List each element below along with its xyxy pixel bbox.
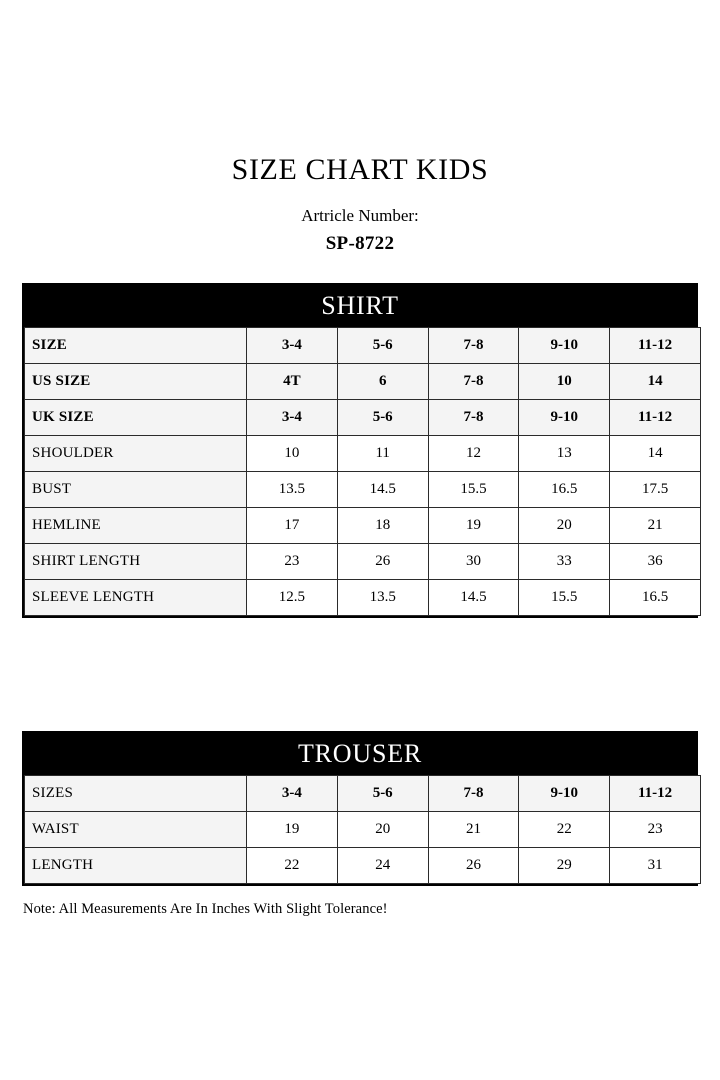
row-value: 17 [246,507,338,544]
row-value: 15.5 [518,579,611,616]
row-value: 13 [518,435,611,472]
row-value: 7-8 [427,775,520,812]
row-value: 16.5 [518,471,611,508]
row-value: 10 [246,435,338,472]
row-value: 29 [518,847,611,884]
row-value: 3-4 [246,775,338,812]
row-value: 20 [336,811,429,848]
table-row: SIZES 3-4 5-6 7-8 9-10 11-12 [24,775,701,812]
row-value: 22 [246,847,338,884]
article-number-label: Artricle Number: [301,206,419,225]
row-label: LENGTH [24,847,247,884]
row-value: 3-4 [246,327,338,364]
shirt-size-table: SHIRT SIZE 3-4 5-6 7-8 9-10 11-12 US SIZE 4T 6 7-… [22,283,701,618]
row-value: 7-8 [427,363,520,400]
article-number-value: SP-8722 [325,233,395,254]
row-value: 18 [336,507,429,544]
row-value: 26 [336,543,429,580]
page-title: SIZE CHART KIDS [231,153,489,186]
row-label: HEMLINE [24,507,247,544]
row-label: SHOULDER [24,435,247,472]
row-value: 4T [246,363,338,400]
row-value: 26 [427,847,520,884]
table-row: SHIRT LENGTH 23 26 30 33 36 [24,543,701,580]
row-value: 14.5 [336,471,429,508]
row-label: WAIST [24,811,247,848]
row-value: 9-10 [518,327,611,364]
trouser-size-table: TROUSER SIZES 3-4 5-6 7-8 9-10 11-12 WAIST 19 20… [22,731,701,886]
table-row: SLEEVE LENGTH 12.5 13.5 14.5 15.5 16.5 [24,579,701,616]
row-value: 12.5 [246,579,338,616]
shirt-table-grid: SIZE 3-4 5-6 7-8 9-10 11-12 US SIZE 4T 6 7-8 10 14 U… [24,327,701,616]
row-value: 21 [609,507,701,544]
row-label: BUST [24,471,247,508]
document-header: SIZE CHART KIDS Artricle Number: SP-8722 [0,152,720,256]
shirt-table-banner: SHIRT [24,285,696,327]
row-value: 31 [609,847,701,884]
row-value: 20 [518,507,611,544]
table-row: SIZE 3-4 5-6 7-8 9-10 11-12 [24,327,701,364]
table-row: SHOULDER 10 11 12 13 14 [24,435,701,472]
table-row: US SIZE 4T 6 7-8 10 14 [24,363,701,400]
row-value: 5-6 [336,399,429,436]
row-value: 9-10 [518,399,611,436]
row-value: 9-10 [518,775,611,812]
table-row: LENGTH 22 24 26 29 31 [24,847,701,884]
row-value: 7-8 [427,327,520,364]
row-value: 30 [427,543,520,580]
row-value: 23 [246,543,338,580]
row-value: 11-12 [609,775,701,812]
row-value: 10 [518,363,611,400]
row-label: UK SIZE [24,399,247,436]
row-value: 11 [336,435,429,472]
row-label: SHIRT LENGTH [24,543,247,580]
row-label: US SIZE [24,363,247,400]
trouser-table-grid: SIZES 3-4 5-6 7-8 9-10 11-12 WAIST 19 20 21 22 23 LE… [24,775,701,884]
row-value: 33 [518,543,611,580]
row-value: 11-12 [609,399,701,436]
row-value: 16.5 [609,579,701,616]
table-row: WAIST 19 20 21 22 23 [24,811,701,848]
row-value: 5-6 [336,775,429,812]
row-label: SIZES [24,775,247,812]
row-value: 12 [427,435,520,472]
row-value: 21 [427,811,520,848]
row-value: 14 [609,435,701,472]
table-row: BUST 13.5 14.5 15.5 16.5 17.5 [24,471,701,508]
row-value: 23 [609,811,701,848]
row-value: 5-6 [336,327,429,364]
row-value: 17.5 [609,471,701,508]
row-value: 7-8 [427,399,520,436]
table-row: UK SIZE 3-4 5-6 7-8 9-10 11-12 [24,399,701,436]
row-value: 22 [518,811,611,848]
row-value: 13.5 [336,579,429,616]
row-value: 13.5 [246,471,338,508]
table-row: HEMLINE 17 18 19 20 21 [24,507,701,544]
trouser-table-body: SIZES 3-4 5-6 7-8 9-10 11-12 WAIST 19 20 21 22 23 LE… [24,775,701,884]
row-value: 3-4 [246,399,338,436]
row-value: 11-12 [609,327,701,364]
row-label: SLEEVE LENGTH [24,579,247,616]
row-value: 36 [609,543,701,580]
row-label: SIZE [24,327,247,364]
row-value: 19 [427,507,520,544]
row-value: 15.5 [427,471,520,508]
trouser-table-banner: TROUSER [24,733,696,775]
row-value: 19 [246,811,338,848]
row-value: 6 [336,363,429,400]
row-value: 24 [336,847,429,884]
row-value: 14.5 [427,579,520,616]
shirt-table-body: SIZE 3-4 5-6 7-8 9-10 11-12 US SIZE 4T 6 7-8 10 14 U… [24,327,701,616]
measurement-note: Note: All Measurements Are In Inches Wit… [23,901,388,917]
row-value: 14 [609,363,701,400]
